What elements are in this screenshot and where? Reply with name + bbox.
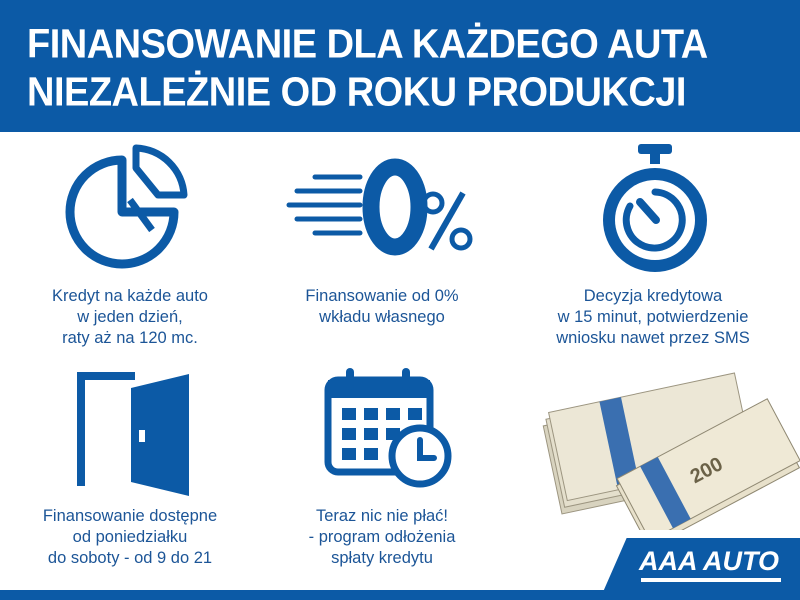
caption-line: raty aż na 120 mc. — [62, 329, 198, 347]
caption-line: Kredyt na każde auto — [52, 287, 208, 305]
caption-line: spłaty kredytu — [331, 549, 433, 567]
zero-percent-icon — [286, 158, 473, 256]
feature-caption-hours: Finansowanie dostępne od poniedziałku do… — [5, 506, 255, 569]
headline-line-1: FINANSOWANIE DLA KAŻDEGO AUTA — [27, 22, 708, 68]
caption-line: Teraz nic nie płać! — [315, 507, 449, 525]
feature-caption-credit: Kredyt na każde auto w jeden dzień, raty… — [5, 286, 255, 349]
caption-line: Decyzja kredytowa — [583, 287, 723, 305]
bottom-bar — [0, 590, 800, 600]
stopwatch-icon — [603, 144, 707, 272]
caption-line: Finansowanie od 0% — [305, 287, 459, 305]
door-icon — [77, 372, 189, 496]
headline-line-2: NIEZALEŻNIE OD ROKU PRODUKCJI — [27, 70, 686, 116]
caption-line: w jeden dzień, — [77, 308, 183, 326]
feature-caption-decision: Decyzja kredytowa w 15 minut, potwierdze… — [528, 286, 778, 349]
caption-line: wkładu własnego — [319, 308, 445, 326]
caption-line: Finansowanie dostępne — [42, 507, 218, 525]
logo-text: AAA AUTO — [639, 546, 779, 576]
money-stack-image: 200 — [542, 372, 800, 530]
aaa-auto-logo: AAA AUTO — [603, 538, 800, 592]
calendar-clock-icon — [324, 368, 452, 488]
caption-line: w 15 minut, potwierdzenie — [557, 308, 749, 326]
feature-caption-zero-percent: Finansowanie od 0% wkładu własnego — [257, 286, 507, 328]
pie-chart-icon — [65, 144, 188, 269]
header-banner: FINANSOWANIE DLA KAŻDEGO AUTA NIEZALEŻNI… — [0, 0, 800, 132]
caption-line: do soboty - od 9 do 21 — [47, 549, 213, 567]
caption-line: - program odłożenia — [308, 528, 456, 546]
feature-caption-deferral: Teraz nic nie płać! - program odłożenia … — [257, 506, 507, 569]
caption-line: od poniedziałku — [72, 528, 188, 546]
caption-line: wniosku nawet przez SMS — [556, 329, 750, 347]
